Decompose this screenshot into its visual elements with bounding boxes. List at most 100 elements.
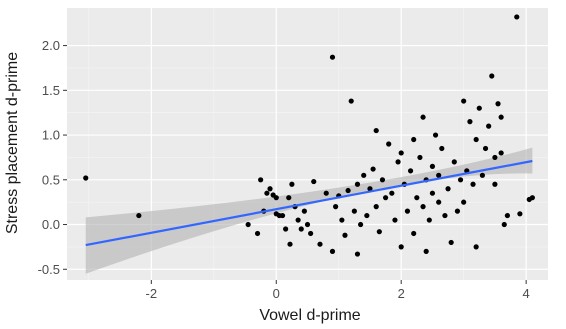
data-point [489,73,495,79]
data-point [245,221,251,228]
data-point [395,159,401,165]
data-point [498,114,504,120]
data-point [429,190,436,196]
data-point [348,98,354,104]
data-point [136,212,142,219]
data-point [514,14,520,20]
data-point [373,204,379,210]
data-point [301,208,307,214]
y-axis-tick-labels: -0.5 0.0 0.5 1.0 1.5 2.0 [38,38,60,277]
data-point [311,178,317,185]
data-point [379,177,386,183]
data-point [504,212,510,219]
data-point [361,172,367,178]
data-point [451,159,457,165]
data-point [264,190,270,196]
data-point [342,232,348,238]
data-point [414,195,420,201]
data-point [411,136,417,143]
regression-line-group [85,159,533,247]
data-point [445,186,451,192]
data-point [432,132,439,138]
x-axis-tick-labels: -2 0 2 4 [146,286,530,301]
data-point [476,105,482,111]
y-axis-title: Stress placement d-prime [4,52,21,234]
data-point [354,181,361,187]
x-axis-title: Vowel d-prime [259,307,360,324]
data-point [376,229,382,235]
data-point [345,187,351,194]
data-point [429,163,436,169]
data-point [486,123,492,129]
data-point [398,150,404,156]
data-point [517,211,523,217]
y-tick-label: 1.5 [42,83,60,98]
y-tick-label: -0.5 [38,262,60,277]
data-point [407,168,414,174]
data-point [304,221,311,228]
y-tick-label: 1.0 [42,128,60,143]
data-point [482,145,489,152]
data-point [308,230,314,237]
data-point [470,181,476,187]
x-tick-label: -2 [146,286,158,301]
y-tick-label: 0.5 [42,172,60,187]
data-point [298,226,304,232]
data-point [501,221,507,228]
y-tick-label: 0.0 [42,217,60,232]
data-point [258,177,264,183]
data-point [454,208,461,214]
data-points [83,14,535,257]
data-point [392,217,398,223]
data-point [279,212,286,219]
data-point [461,199,467,205]
data-point [367,186,373,192]
data-point [351,208,357,214]
data-point [398,244,404,250]
data-point [329,54,336,60]
data-point [492,154,498,161]
data-point [492,181,498,187]
data-point [289,181,295,187]
data-point [529,195,535,201]
data-point [423,248,429,254]
data-point [417,154,423,161]
axis-ticks [63,45,527,284]
data-point [436,199,442,205]
data-point [286,195,292,201]
data-point [389,190,395,196]
data-point [404,208,411,214]
data-point [442,212,448,219]
data-point [333,204,339,210]
data-point [439,145,445,152]
data-point [295,217,301,223]
x-tick-label: 0 [273,286,280,301]
data-point [83,175,89,181]
confidence-band-area [85,147,533,274]
data-point [323,190,329,196]
x-tick-label: 2 [398,286,405,301]
data-point [254,230,261,237]
data-point [495,101,501,107]
data-point [436,172,442,178]
data-point [420,114,426,120]
data-point [457,177,464,183]
data-point [382,195,389,201]
data-point [467,119,473,125]
y-tick-label: 2.0 [42,38,60,53]
data-point [354,251,361,257]
data-point [273,195,279,201]
data-point [267,186,273,192]
data-point [386,141,392,147]
data-point [479,172,486,178]
data-point [329,248,336,254]
data-point [370,166,376,172]
data-point [373,127,379,134]
data-point [420,204,426,210]
data-point [473,244,479,250]
x-tick-label: 4 [523,286,530,301]
data-point [461,98,467,104]
data-point [448,239,454,246]
data-point [339,217,345,223]
